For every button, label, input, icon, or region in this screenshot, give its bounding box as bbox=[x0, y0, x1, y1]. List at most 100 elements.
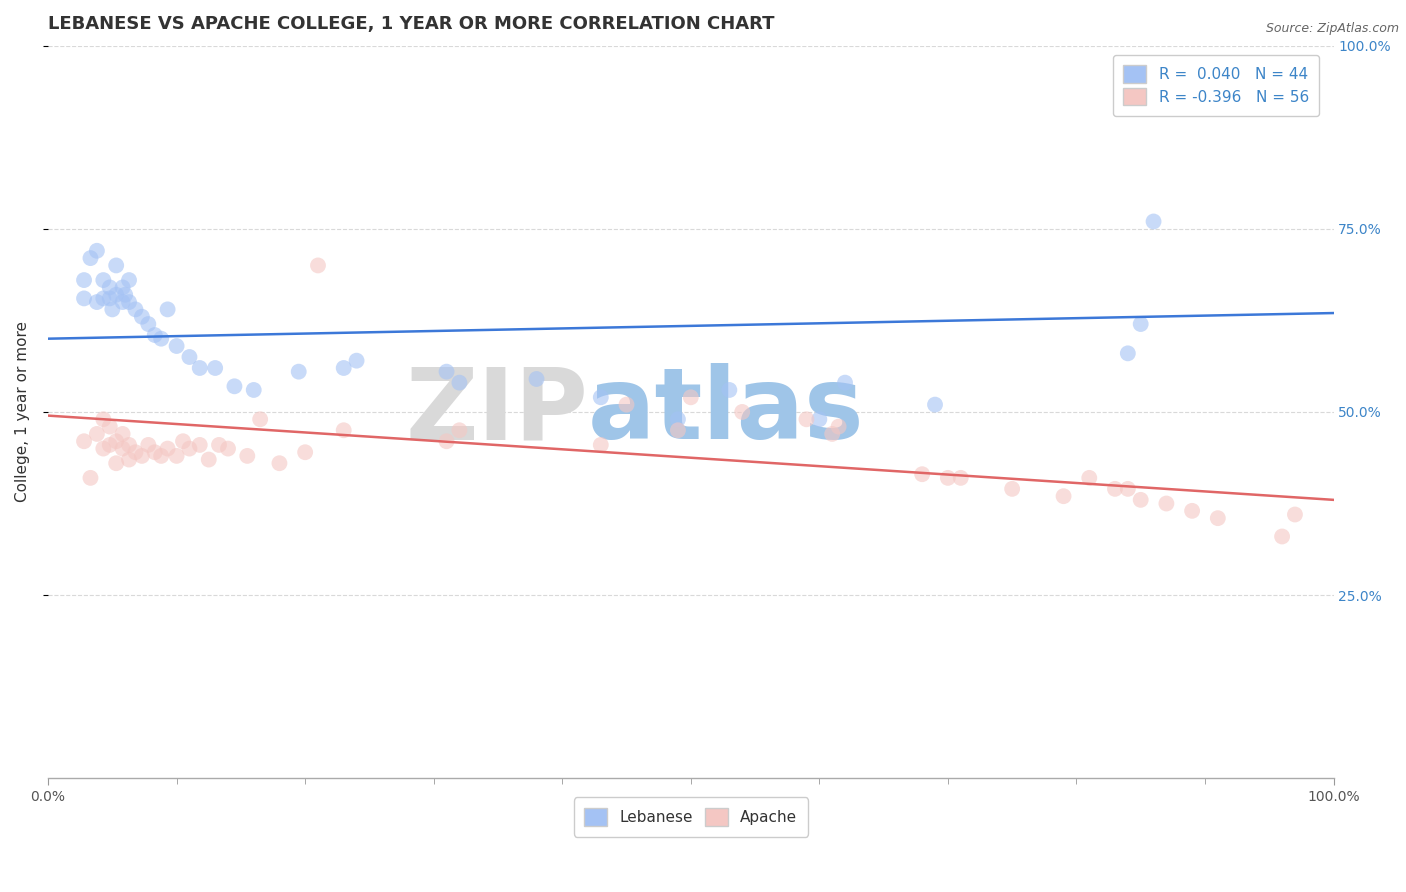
Point bbox=[332, 423, 354, 437]
Point bbox=[796, 412, 818, 426]
Point bbox=[269, 456, 291, 470]
Point bbox=[150, 332, 173, 346]
Point bbox=[1181, 504, 1204, 518]
Point bbox=[111, 280, 134, 294]
Point bbox=[449, 376, 471, 390]
Point bbox=[73, 273, 96, 287]
Point bbox=[307, 259, 329, 273]
Point bbox=[124, 445, 146, 459]
Point bbox=[666, 423, 689, 437]
Point bbox=[242, 383, 264, 397]
Point bbox=[224, 379, 246, 393]
Point bbox=[105, 456, 128, 470]
Point bbox=[217, 442, 239, 456]
Point bbox=[1116, 346, 1139, 360]
Point bbox=[118, 452, 141, 467]
Point bbox=[79, 251, 101, 265]
Point bbox=[136, 317, 159, 331]
Y-axis label: College, 1 year or more: College, 1 year or more bbox=[15, 321, 30, 502]
Text: ZIP: ZIP bbox=[405, 363, 588, 460]
Point bbox=[143, 328, 166, 343]
Point bbox=[79, 471, 101, 485]
Point bbox=[179, 442, 201, 456]
Point bbox=[204, 361, 226, 376]
Legend: Lebanese, Apache: Lebanese, Apache bbox=[574, 797, 808, 837]
Point bbox=[1001, 482, 1024, 496]
Point bbox=[98, 280, 121, 294]
Point bbox=[332, 361, 354, 376]
Point bbox=[616, 398, 638, 412]
Point bbox=[136, 438, 159, 452]
Point bbox=[166, 339, 188, 353]
Point bbox=[1116, 482, 1139, 496]
Point bbox=[249, 412, 271, 426]
Point bbox=[98, 438, 121, 452]
Point bbox=[436, 365, 458, 379]
Point bbox=[1078, 471, 1101, 485]
Text: Source: ZipAtlas.com: Source: ZipAtlas.com bbox=[1265, 22, 1399, 36]
Point bbox=[73, 434, 96, 449]
Point bbox=[118, 295, 141, 310]
Point bbox=[172, 434, 194, 449]
Point bbox=[86, 244, 108, 258]
Point bbox=[1129, 317, 1152, 331]
Point bbox=[150, 449, 173, 463]
Point bbox=[808, 412, 831, 426]
Text: atlas: atlas bbox=[588, 363, 865, 460]
Point bbox=[346, 353, 368, 368]
Point bbox=[131, 310, 153, 324]
Point bbox=[589, 438, 612, 452]
Point bbox=[179, 350, 201, 364]
Point bbox=[166, 449, 188, 463]
Point bbox=[111, 295, 134, 310]
Point bbox=[91, 442, 114, 456]
Point bbox=[936, 471, 959, 485]
Point bbox=[1052, 489, 1074, 503]
Point bbox=[1284, 508, 1306, 522]
Point bbox=[73, 292, 96, 306]
Point bbox=[91, 292, 114, 306]
Point bbox=[911, 467, 934, 482]
Point bbox=[436, 434, 458, 449]
Point bbox=[105, 434, 128, 449]
Point bbox=[821, 426, 844, 441]
Point bbox=[156, 302, 179, 317]
Point bbox=[91, 273, 114, 287]
Point bbox=[86, 426, 108, 441]
Point bbox=[1156, 496, 1178, 510]
Point bbox=[105, 259, 128, 273]
Point bbox=[834, 376, 856, 390]
Point bbox=[118, 438, 141, 452]
Point bbox=[114, 287, 136, 301]
Point bbox=[124, 302, 146, 317]
Text: LEBANESE VS APACHE COLLEGE, 1 YEAR OR MORE CORRELATION CHART: LEBANESE VS APACHE COLLEGE, 1 YEAR OR MO… bbox=[48, 15, 775, 33]
Point bbox=[679, 390, 702, 404]
Point bbox=[1271, 529, 1294, 543]
Point bbox=[294, 445, 316, 459]
Point bbox=[287, 365, 309, 379]
Point bbox=[118, 273, 141, 287]
Point bbox=[156, 442, 179, 456]
Point bbox=[924, 398, 946, 412]
Point bbox=[526, 372, 548, 386]
Point bbox=[197, 452, 219, 467]
Point bbox=[86, 295, 108, 310]
Point bbox=[1142, 214, 1164, 228]
Point bbox=[131, 449, 153, 463]
Point bbox=[731, 405, 754, 419]
Point bbox=[111, 442, 134, 456]
Point bbox=[589, 390, 612, 404]
Point bbox=[111, 426, 134, 441]
Point bbox=[666, 412, 689, 426]
Point bbox=[143, 445, 166, 459]
Point bbox=[91, 412, 114, 426]
Point bbox=[236, 449, 259, 463]
Point bbox=[101, 302, 124, 317]
Point bbox=[208, 438, 231, 452]
Point bbox=[949, 471, 972, 485]
Point bbox=[1206, 511, 1229, 525]
Point bbox=[827, 419, 849, 434]
Point bbox=[1104, 482, 1126, 496]
Point bbox=[449, 423, 471, 437]
Point bbox=[188, 361, 211, 376]
